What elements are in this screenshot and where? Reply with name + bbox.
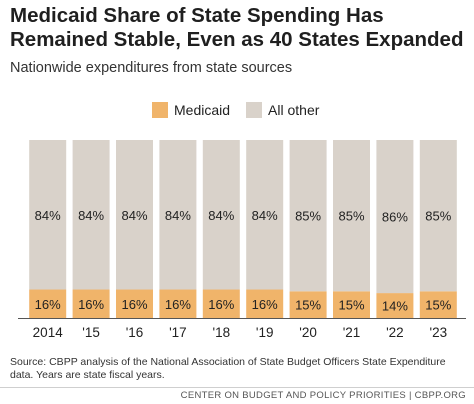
legend-label-all-other: All other — [268, 102, 320, 118]
bar-medicaid — [116, 289, 153, 318]
data-label-medicaid: 16% — [208, 297, 234, 312]
data-label-all-other: 84% — [121, 208, 147, 223]
bar-medicaid — [419, 291, 457, 318]
data-label-medicaid: 15% — [425, 298, 451, 313]
bar-all-other — [419, 140, 457, 292]
bar-medicaid — [376, 293, 414, 318]
x-tick-label: 2014 — [33, 325, 64, 340]
bar-medicaid — [202, 289, 240, 318]
bar-all-other — [376, 140, 414, 294]
data-label-medicaid: 16% — [35, 297, 61, 312]
x-tick-label: '18 — [213, 325, 231, 340]
stacked-bar-chart: 16% 84% 2014 16% 84% '15 16% 84% '16 16% 84% '17 16%… — [18, 140, 466, 340]
x-tick-label: '23 — [430, 325, 448, 340]
x-tick-label: '15 — [82, 325, 100, 340]
bar-all-other — [116, 140, 153, 290]
x-tick-label: '22 — [386, 325, 404, 340]
data-label-all-other: 85% — [338, 209, 364, 224]
data-label-all-other: 86% — [382, 210, 408, 225]
data-label-all-other: 85% — [425, 209, 451, 224]
footer-credit: CENTER ON BUDGET AND POLICY PRIORITIES |… — [180, 390, 466, 401]
bar-medicaid — [29, 289, 67, 318]
data-label-all-other: 85% — [295, 209, 321, 224]
bar-all-other — [333, 140, 370, 292]
data-label-medicaid: 15% — [295, 298, 321, 313]
bar-all-other — [159, 140, 197, 290]
bar-medicaid — [159, 289, 197, 318]
legend-swatch-all-other — [246, 102, 263, 118]
data-label-medicaid: 15% — [338, 298, 364, 313]
x-tick-label: '21 — [343, 325, 361, 340]
bar-all-other — [29, 140, 67, 290]
x-tick-label: '19 — [256, 325, 274, 340]
data-label-all-other: 84% — [252, 208, 278, 223]
chart-title: Medicaid Share of State Spending Has Rem… — [10, 4, 464, 51]
bar-all-other — [289, 140, 327, 292]
data-label-medicaid: 14% — [382, 299, 408, 314]
x-tick-label: '20 — [299, 325, 317, 340]
x-tick-label: '16 — [126, 325, 144, 340]
legend-label-medicaid: Medicaid — [174, 102, 231, 118]
legend-swatch-medicaid — [152, 102, 168, 118]
bar-medicaid — [72, 289, 110, 318]
data-label-medicaid: 16% — [121, 297, 147, 312]
data-label-all-other: 84% — [165, 208, 191, 223]
source-note: Source: CBPP analysis of the National As… — [10, 356, 446, 381]
legend-item-medicaid: Medicaid — [152, 102, 230, 118]
data-label-all-other: 84% — [35, 208, 61, 223]
bar-medicaid — [246, 289, 284, 318]
bar-all-other — [246, 140, 284, 290]
data-label-medicaid: 16% — [252, 297, 278, 312]
bar-medicaid — [333, 291, 370, 318]
data-label-medicaid: 16% — [165, 297, 191, 312]
x-tick-label: '17 — [169, 325, 187, 340]
footer-bar: CENTER ON BUDGET AND POLICY PRIORITIES |… — [0, 387, 474, 404]
legend-item-all-other: All other — [246, 102, 319, 118]
legend: Medicaid All other — [152, 102, 335, 118]
data-label-all-other: 84% — [78, 208, 104, 223]
data-label-medicaid: 16% — [78, 297, 104, 312]
bar-all-other — [202, 140, 240, 290]
data-label-all-other: 84% — [208, 208, 234, 223]
bar-all-other — [72, 140, 110, 290]
bar-medicaid — [289, 291, 327, 318]
chart-subtitle: Nationwide expenditures from state sourc… — [10, 60, 293, 76]
